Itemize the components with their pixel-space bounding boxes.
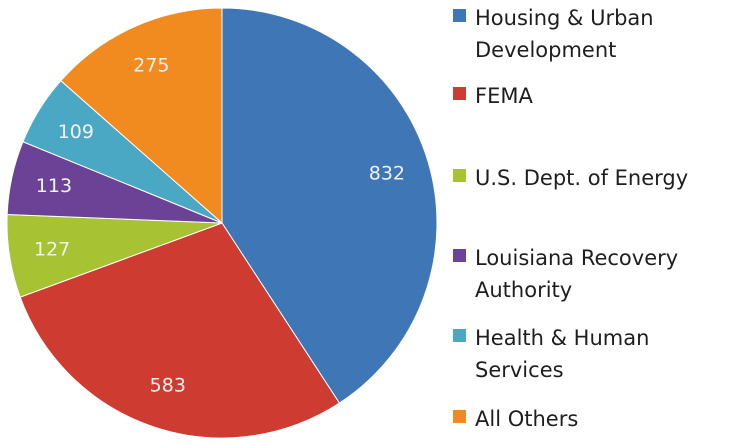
legend-item: Louisiana Recovery Authority [453,242,723,306]
legend-swatch [453,87,466,100]
legend-item: Housing & Urban Development [453,2,723,66]
legend-swatch [453,169,466,182]
legend-swatch [453,249,466,262]
pie-slice [19,222,341,439]
slice-label: 275 [133,55,169,77]
slice-label: 583 [150,375,186,397]
pie-slice [221,7,438,404]
legend-item: FEMA [453,80,723,112]
pie-slice [60,7,223,225]
legend-label: Louisiana Recovery Authority [475,246,679,302]
slice-label: 109 [58,121,94,143]
legend-item: U.S. Dept. of Energy [453,162,723,194]
slice-label: 127 [34,238,70,260]
slice-label: 113 [36,175,72,197]
legend-label: Health & Human Services [475,326,650,382]
chart: 832 583 127 113 109 275 [6,7,438,439]
legend-swatch [453,410,466,423]
legend-label: U.S. Dept. of Energy [475,166,689,190]
legend-item: Health & Human Services [453,322,723,386]
slice-label: 832 [369,162,405,184]
legend-swatch [453,329,466,342]
legend-label: FEMA [475,84,533,108]
legend-swatch [453,9,466,22]
legend-label: All Others [475,407,579,431]
legend-label: Housing & Urban Development [475,6,654,62]
legend-item: All Others [453,403,723,435]
